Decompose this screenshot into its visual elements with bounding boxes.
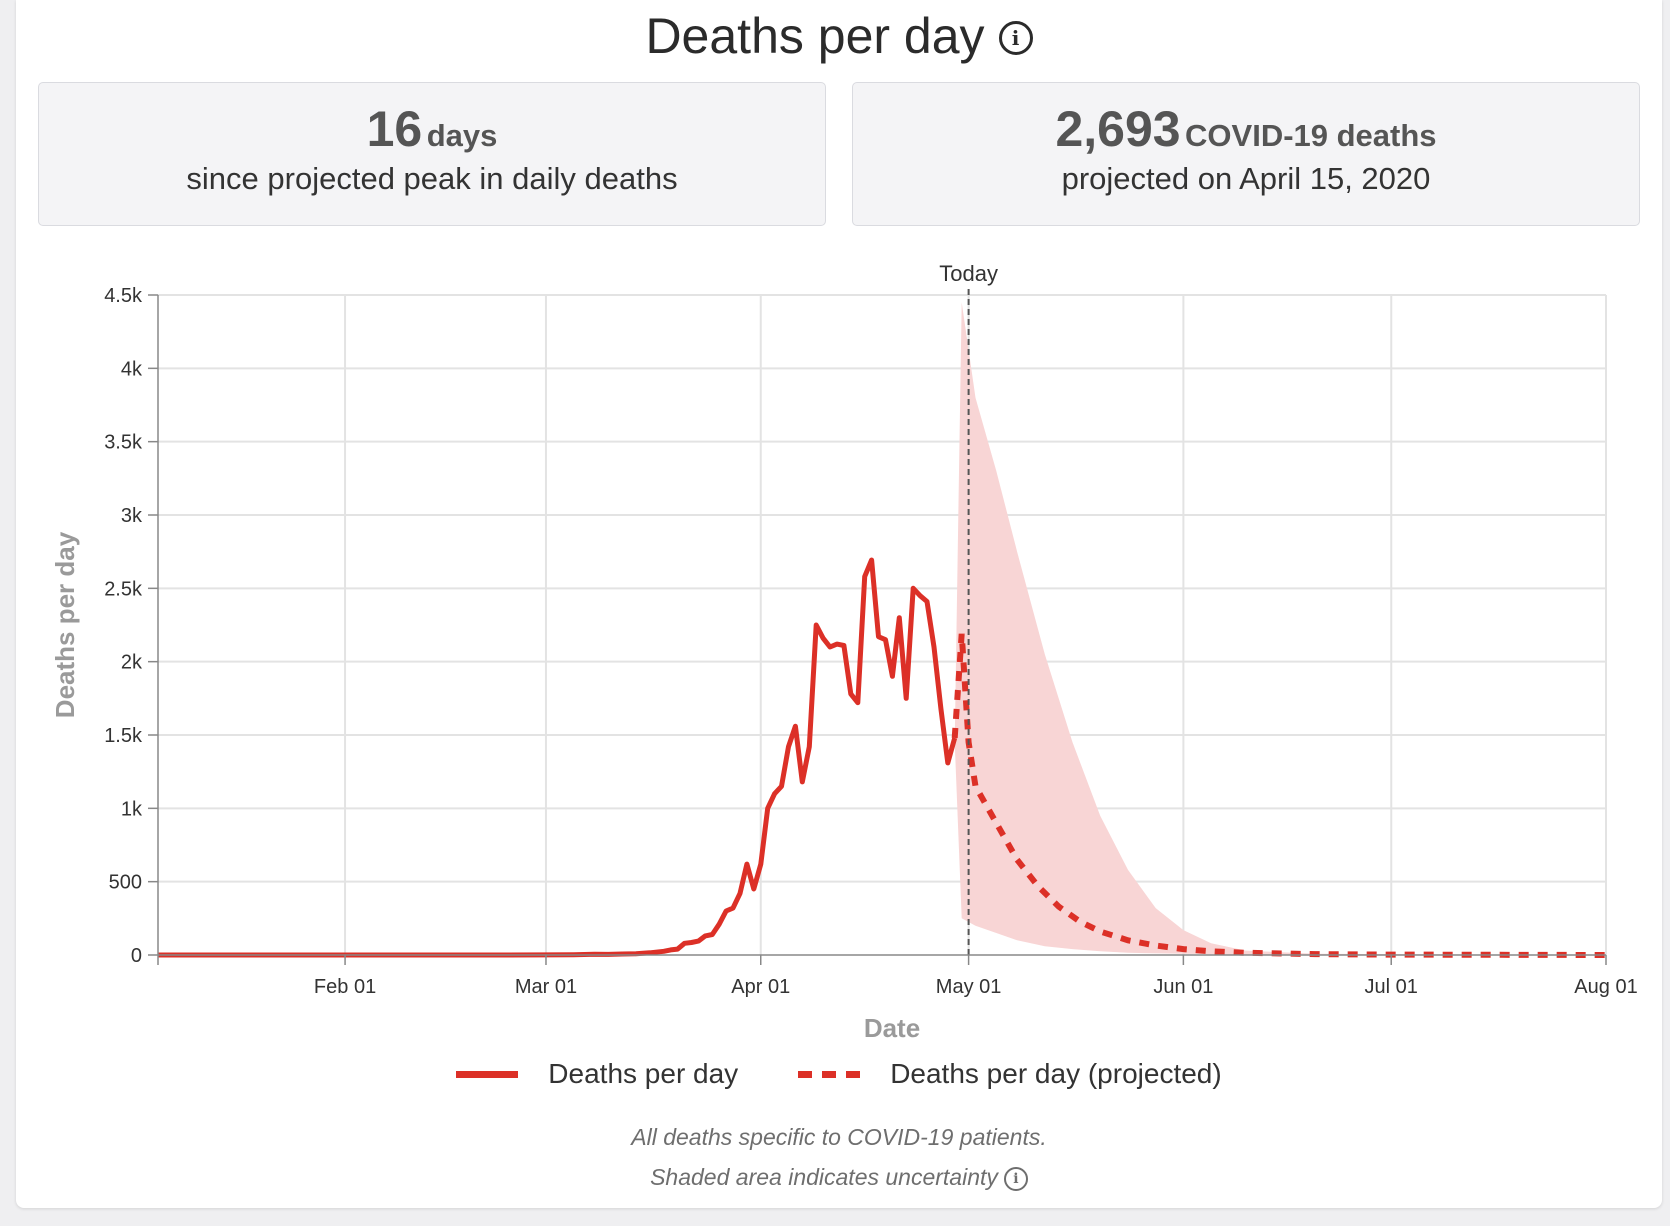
title-row: Deaths per day i xyxy=(16,6,1662,66)
y-tick-label: 4k xyxy=(121,358,143,380)
stat-box-projected-deaths: 2,693 COVID-19 deaths projected on April… xyxy=(852,82,1640,226)
footnote: All deaths specific to COVID-19 patients… xyxy=(631,1124,1047,1150)
legend-item-projected[interactable]: Deaths per day (projected) xyxy=(798,1058,1222,1090)
x-tick-label: Aug 01 xyxy=(1574,976,1637,998)
footnote-uncertainty: Shaded area indicates uncertainty i xyxy=(16,1164,1662,1191)
stat-caption: since projected peak in daily deaths xyxy=(186,161,678,196)
x-tick-label: Feb 01 xyxy=(314,976,376,998)
y-tick-label: 0 xyxy=(131,945,142,967)
info-icon[interactable]: i xyxy=(998,21,1033,55)
y-tick-label: 1.5k xyxy=(104,725,143,747)
chart-card: Deaths per day i 16 days since projected… xyxy=(16,0,1662,1208)
stat-number: 2,693 xyxy=(1055,101,1181,157)
y-tick-label: 500 xyxy=(109,872,142,894)
y-tick-label: 3k xyxy=(121,505,143,527)
stat-unit: COVID-19 deaths xyxy=(1185,118,1437,153)
y-tick-label: 2.5k xyxy=(104,578,143,600)
uncertainty-band xyxy=(954,302,1606,955)
y-tick-label: 1k xyxy=(121,798,143,820)
axes: 0 500 1k 1.5k 2k 2.5k 3k 3.5k 4k 4.5k Feb 01 Mar 01… xyxy=(104,285,1638,998)
legend-label: Deaths per day xyxy=(548,1058,739,1089)
footnote-text: Shaded area indicates uncertainty xyxy=(650,1164,998,1190)
x-tick-label: Mar 01 xyxy=(515,976,577,998)
x-tick-label: Apr 01 xyxy=(731,976,790,998)
page-title: Deaths per day xyxy=(645,8,985,64)
deaths-per-day-chart: Today 0 500 1k 1.5k 2k 2.5k 3k 3.5k 4k 4.5k Feb 01… xyxy=(50,261,1638,1043)
stat-number: 16 xyxy=(366,101,423,157)
series-line-deaths-per-day xyxy=(158,557,958,958)
series-line-deaths-per-day-projected xyxy=(951,633,1607,958)
x-tick-label: Jul 01 xyxy=(1365,976,1418,998)
legend-swatch-dashed xyxy=(798,1070,861,1078)
y-tick-label: 3.5k xyxy=(104,432,143,454)
x-axis-label: Date xyxy=(864,1013,920,1043)
x-tick-label: Jun 01 xyxy=(1153,976,1213,998)
y-tick-label: 4.5k xyxy=(104,285,143,307)
y-axis-label: Deaths per day xyxy=(50,531,80,718)
grid xyxy=(158,294,1607,955)
x-tick-label: May 01 xyxy=(936,976,1002,998)
info-icon[interactable]: i xyxy=(1003,1166,1028,1191)
stat-unit: days xyxy=(426,118,498,153)
legend: Deaths per day Deaths per day (projected… xyxy=(16,1058,1662,1090)
today-label: Today xyxy=(939,261,998,286)
legend-swatch-solid xyxy=(456,1070,519,1078)
y-tick-label: 2k xyxy=(121,652,143,674)
legend-item-actual[interactable]: Deaths per day xyxy=(456,1058,738,1090)
stat-box-days-since-peak: 16 days since projected peak in daily de… xyxy=(38,82,826,226)
stat-caption: projected on April 15, 2020 xyxy=(1061,161,1431,196)
legend-label: Deaths per day (projected) xyxy=(890,1058,1222,1089)
